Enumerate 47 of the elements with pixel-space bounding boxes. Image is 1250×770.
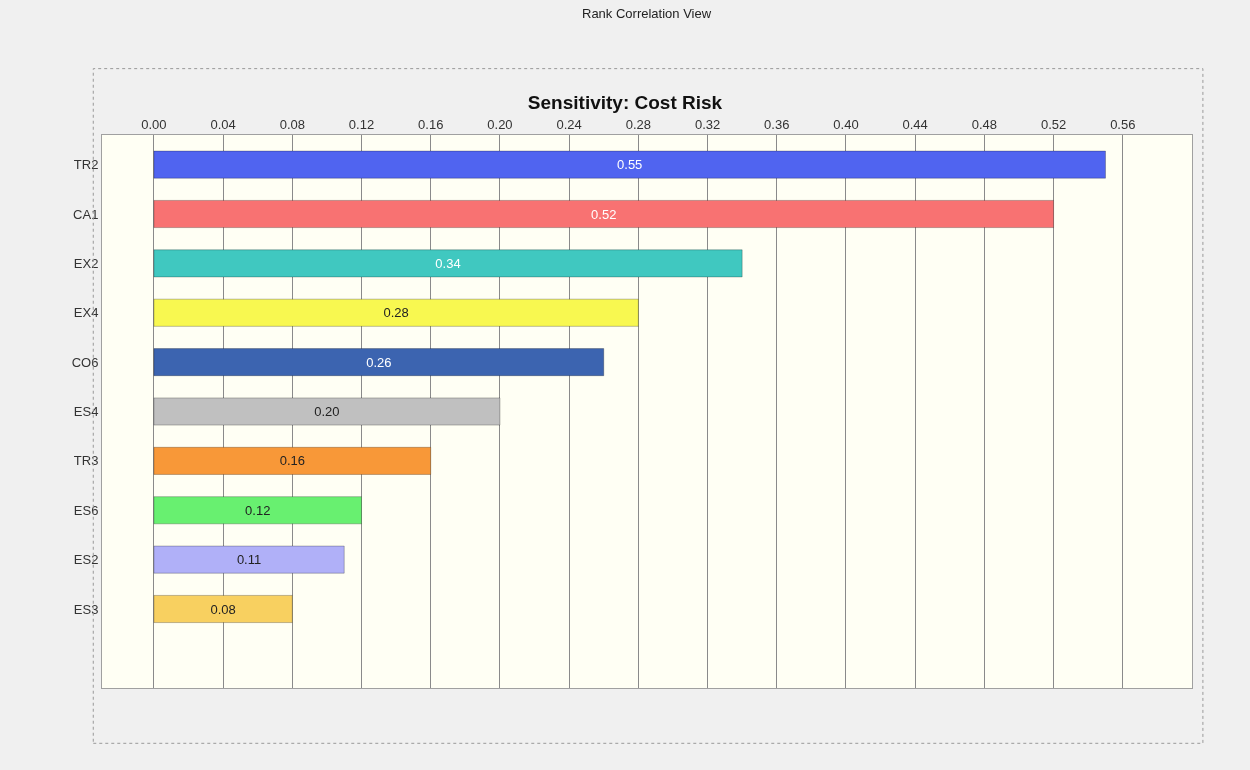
bar bbox=[153, 446, 432, 475]
x-tick-label: 0.00 bbox=[141, 116, 167, 132]
bar bbox=[153, 397, 501, 426]
data-label: 0.11 bbox=[236, 552, 262, 568]
x-tick-label: 0.08 bbox=[279, 116, 305, 132]
y-tick-label: EX4 bbox=[73, 305, 99, 321]
x-tick-label: 0.28 bbox=[625, 116, 652, 132]
data-label: 0.34 bbox=[435, 255, 461, 271]
data-label: 0.08 bbox=[210, 601, 236, 617]
data-label: 0.52 bbox=[591, 206, 617, 222]
y-tick-label: EX2 bbox=[73, 255, 99, 271]
bar bbox=[153, 150, 1106, 179]
data-label: 0.55 bbox=[617, 157, 643, 173]
y-tick-label: TR2 bbox=[73, 157, 99, 173]
data-label: 0.12 bbox=[245, 502, 271, 518]
chart-title: Sensitivity: Cost Risk bbox=[527, 91, 723, 113]
x-tick-label: 0.12 bbox=[348, 116, 375, 132]
bar bbox=[153, 249, 743, 278]
bar bbox=[153, 348, 605, 377]
x-tick-label: 0.40 bbox=[833, 116, 859, 132]
bar bbox=[153, 545, 345, 574]
y-tick-label: ES4 bbox=[73, 404, 99, 420]
y-tick-label: ES6 bbox=[73, 502, 99, 518]
x-tick-label: 0.36 bbox=[764, 116, 790, 132]
y-tick-label: CO6 bbox=[71, 354, 99, 370]
x-tick-label: 0.52 bbox=[1040, 116, 1067, 132]
x-tick-label: 0.48 bbox=[971, 116, 998, 132]
bar bbox=[153, 298, 639, 327]
bar bbox=[153, 594, 293, 624]
x-tick-label: 0.44 bbox=[902, 116, 928, 132]
x-tick-label: 0.32 bbox=[694, 116, 721, 132]
x-tick-label: 0.24 bbox=[556, 116, 582, 132]
y-tick-label: CA1 bbox=[73, 206, 99, 222]
data-label: 0.20 bbox=[314, 404, 340, 419]
bar bbox=[153, 199, 1055, 229]
data-label: 0.16 bbox=[279, 453, 305, 469]
text: Rank Correlation View bbox=[582, 6, 712, 21]
x-tick-label: 0.16 bbox=[418, 116, 444, 132]
x-tick-label: 0.04 bbox=[210, 116, 236, 132]
data-label: 0.26 bbox=[366, 354, 392, 370]
y-tick-label: ES3 bbox=[73, 601, 99, 617]
x-tick-label: 0.56 bbox=[1110, 116, 1136, 132]
data-label: 0.28 bbox=[383, 305, 409, 321]
y-tick-label: ES2 bbox=[73, 552, 99, 568]
y-tick-label: TR3 bbox=[73, 453, 99, 469]
x-tick-label: 0.20 bbox=[487, 116, 513, 132]
bar bbox=[153, 496, 363, 525]
